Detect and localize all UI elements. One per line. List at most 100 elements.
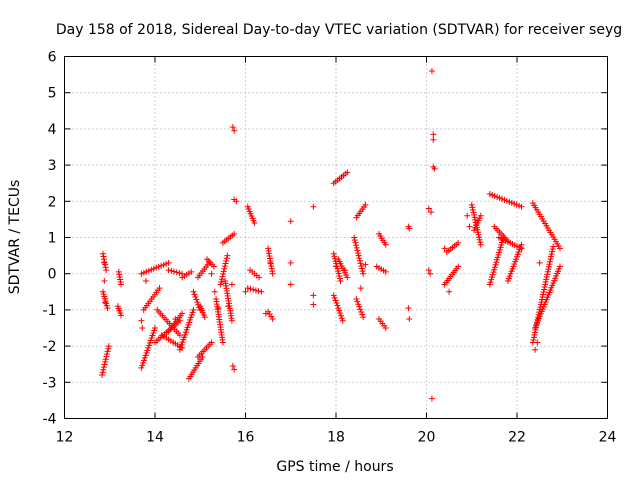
data-point-541 — [548, 253, 555, 260]
data-point-273 — [256, 274, 263, 281]
data-point-369 — [382, 268, 389, 275]
data-point-586 — [229, 124, 236, 131]
data-point-528 — [541, 286, 548, 293]
data-point-595 — [287, 218, 294, 225]
data-point-391 — [455, 239, 462, 246]
x-tick-label-4: 20 — [418, 430, 436, 446]
y-tick-label-5: 1 — [48, 231, 57, 247]
data-point-262 — [251, 220, 258, 227]
data-point-0 — [99, 250, 106, 257]
data-point-329 — [351, 234, 358, 241]
data-point-592 — [242, 288, 249, 295]
data-point-449 — [518, 203, 525, 210]
y-axis-label: SDTVAR / TECUs — [7, 180, 23, 295]
data-point-526 — [540, 291, 547, 298]
data-point-16 — [99, 369, 106, 376]
data-point-337 — [356, 255, 363, 262]
data-point-268 — [258, 288, 265, 295]
data-point-235 — [228, 317, 235, 324]
data-point-331 — [352, 239, 359, 246]
data-point-581 — [208, 270, 215, 277]
data-point-538 — [546, 261, 553, 268]
x-tick-label-1: 14 — [146, 430, 164, 446]
data-point-603 — [357, 285, 364, 292]
data-point-617 — [431, 165, 438, 172]
data-point-144 — [168, 267, 175, 274]
data-point-237 — [218, 278, 225, 285]
data-point-32 — [118, 281, 125, 288]
data-point-601 — [333, 263, 339, 270]
y-tick-label-8: 4 — [48, 122, 57, 138]
data-point-358 — [360, 314, 367, 321]
data-point-596 — [287, 259, 294, 266]
data-point-22 — [103, 353, 110, 360]
data-point-241 — [220, 268, 227, 275]
data-point-582 — [211, 288, 218, 295]
data-point-573 — [101, 259, 108, 266]
data-point-529 — [541, 283, 548, 290]
data-point-537 — [545, 263, 552, 270]
data-point-341 — [358, 265, 365, 272]
data-point-330 — [351, 237, 358, 244]
data-point-527 — [540, 288, 547, 295]
data-point-594 — [267, 259, 274, 266]
data-point-615 — [430, 136, 437, 143]
data-point-77 — [165, 259, 172, 266]
data-point-357 — [359, 311, 366, 318]
data-point-296 — [344, 169, 351, 176]
x-tick-label-6: 24 — [599, 430, 617, 446]
data-point-239 — [219, 273, 226, 280]
data-point-334 — [354, 247, 361, 254]
data-point-607 — [405, 305, 412, 312]
data-point-545 — [550, 243, 557, 250]
grid — [64, 56, 608, 419]
data-point-65 — [156, 285, 163, 292]
data-point-187 — [201, 314, 208, 321]
data-point-542 — [548, 251, 555, 258]
data-point-318 — [338, 315, 345, 322]
data-point-575 — [102, 299, 109, 306]
data-point-24 — [104, 348, 111, 355]
data-point-175 — [191, 291, 198, 298]
data-point-312 — [333, 300, 340, 307]
data-point-246 — [223, 255, 230, 262]
data-point-614 — [430, 131, 437, 138]
data-point-609 — [425, 205, 432, 212]
data-point-539 — [546, 258, 553, 265]
data-point-506 — [556, 245, 563, 252]
data-point-600 — [310, 301, 317, 308]
data-point-176 — [192, 293, 199, 300]
data-point-309 — [330, 292, 337, 299]
data-point-23 — [103, 350, 110, 357]
data-point-580 — [172, 315, 179, 322]
data-point-544 — [549, 246, 556, 253]
data-point-20 — [102, 358, 109, 365]
data-point-572 — [556, 263, 563, 270]
data-point-284 — [269, 270, 276, 277]
data-points — [99, 67, 563, 402]
data-point-354 — [356, 303, 363, 310]
data-point-238 — [218, 276, 225, 283]
data-point-91 — [176, 332, 183, 339]
data-point-263 — [244, 285, 251, 292]
data-point-264 — [247, 285, 254, 292]
data-point-319 — [339, 317, 346, 324]
y-tick-label-0: -4 — [43, 412, 57, 428]
data-point-145 — [171, 268, 178, 275]
data-point-608 — [406, 315, 413, 322]
data-point-540 — [547, 256, 554, 263]
data-point-593 — [262, 310, 269, 317]
data-point-606 — [406, 225, 413, 232]
data-point-267 — [255, 288, 262, 295]
data-point-242 — [221, 265, 228, 272]
data-point-153 — [188, 268, 195, 275]
data-point-142 — [179, 310, 186, 317]
data-point-288 — [269, 315, 276, 322]
x-tick-label-3: 18 — [327, 430, 345, 446]
data-point-147 — [176, 269, 183, 276]
data-point-236 — [217, 281, 224, 288]
y-tick-label-7: 3 — [48, 158, 57, 174]
data-point-339 — [357, 260, 364, 267]
data-point-604 — [362, 261, 369, 268]
